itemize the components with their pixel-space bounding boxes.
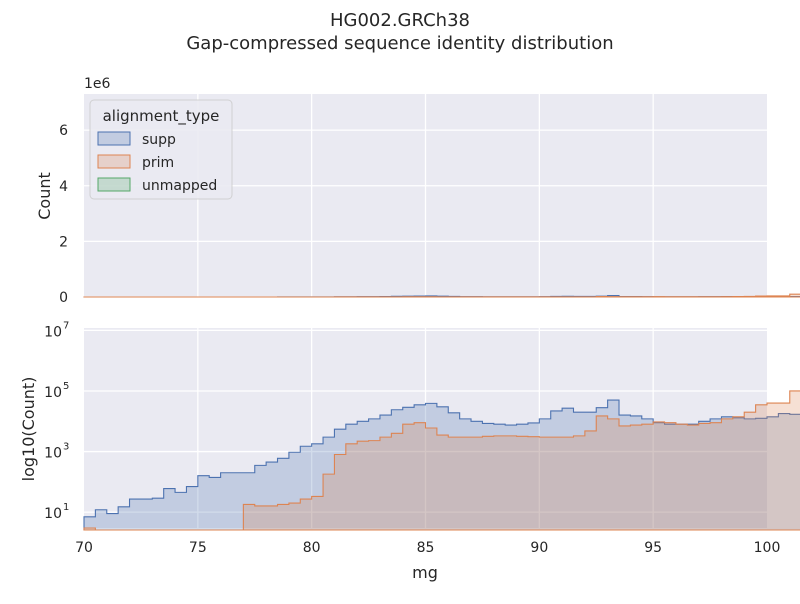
bottom-y-tick-exponent: 7 — [63, 320, 69, 331]
legend-label-unmapped: unmapped — [142, 178, 217, 194]
bottom-y-tick-exponent: 3 — [63, 442, 69, 453]
bottom-x-tick-label: 80 — [303, 540, 321, 556]
top-y-axis-label: Count — [35, 172, 54, 220]
top-y-tick-label: 0 — [59, 290, 68, 306]
bottom-x-tick-label: 75 — [189, 540, 207, 556]
top-y-tick-labels: 0 2 4 6 — [59, 123, 68, 306]
figure-title-line2: Gap-compressed sequence identity distrib… — [186, 33, 613, 54]
bottom-x-tick-label: 100 — [754, 540, 781, 556]
legend-entry-prim: prim — [97, 154, 174, 171]
figure-title-line1: HG002.GRCh38 — [330, 10, 470, 31]
top-series — [84, 293, 800, 298]
legend-label-supp: supp — [142, 132, 176, 148]
legend-entry-unmapped: unmapped — [97, 177, 217, 194]
top-y-tick-label: 6 — [59, 123, 68, 139]
bottom-gridlines — [84, 328, 767, 528]
bottom-x-tick-labels: 70 75 80 85 90 95 100 — [75, 540, 780, 556]
legend-swatch-unmapped — [97, 177, 131, 192]
bottom-series — [83, 390, 800, 531]
top-y-tick-label: 4 — [59, 179, 68, 195]
bottom-y-tick-label: 10 — [44, 324, 62, 340]
legend-title: alignment_type — [103, 107, 220, 126]
histogram-prim — [84, 293, 800, 298]
bottom-x-tick-label: 70 — [75, 540, 93, 556]
bottom-x-tick-label: 95 — [644, 540, 662, 556]
legend-swatch-prim — [97, 154, 131, 169]
bottom-y-axis-label: log10(Count) — [19, 377, 38, 482]
bottom-x-axis-label: mg — [412, 563, 438, 582]
bottom-x-tick-label: 90 — [530, 540, 548, 556]
legend-label-prim: prim — [142, 155, 174, 171]
legend: alignment_type supp prim unmapped — [89, 99, 233, 200]
bottom-y-tick-label: 10 — [44, 506, 62, 522]
legend-swatch-supp — [97, 131, 131, 146]
top-y-tick-label: 2 — [59, 234, 68, 250]
bottom-y-tick-exponent: 1 — [63, 502, 69, 513]
bottom-y-tick-label: 10 — [44, 385, 62, 401]
bottom-y-tick-label: 10 — [44, 446, 62, 462]
histogram-prim — [83, 390, 800, 531]
top-panel: 0 2 4 6 1e6 Count alignment_type supp prim … — [35, 76, 800, 306]
bottom-x-tick-label: 85 — [417, 540, 435, 556]
legend-box — [89, 99, 233, 200]
legend-entry-supp: supp — [97, 131, 176, 148]
bottom-y-tick-exponent: 5 — [63, 381, 69, 392]
top-y-offset-label: 1e6 — [84, 76, 111, 92]
histogram-supp — [83, 399, 800, 531]
